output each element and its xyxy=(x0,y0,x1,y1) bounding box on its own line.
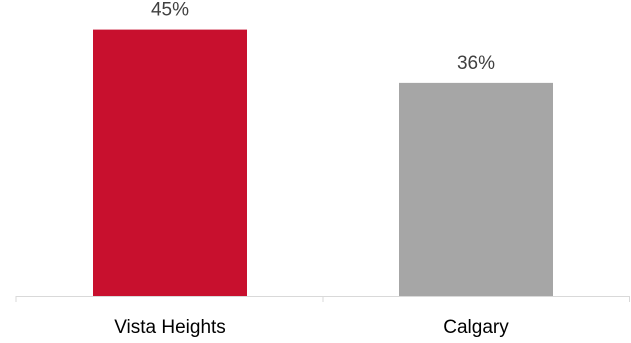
data-label-calgary: 36% xyxy=(457,53,495,74)
x-axis xyxy=(15,296,630,302)
data-label-vista-heights: 45% xyxy=(151,0,189,21)
x-tick-label-vista-heights: Vista Heights xyxy=(114,317,226,338)
bar-vista-heights xyxy=(93,29,247,296)
bars-layer xyxy=(93,29,553,296)
bar-calgary xyxy=(399,82,553,296)
x-tick-label-calgary: Calgary xyxy=(443,317,509,338)
x-tick-labels-layer: Vista Heights Calgary xyxy=(114,317,509,338)
value-labels-layer: 45% 36% xyxy=(151,0,495,74)
